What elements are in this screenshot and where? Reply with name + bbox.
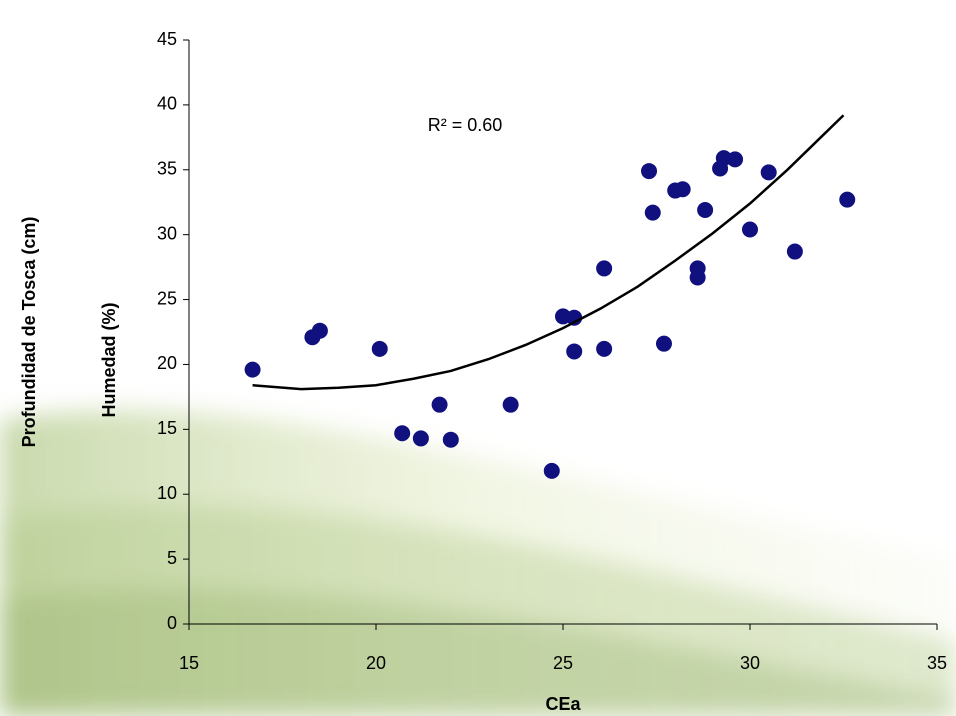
x-tick-label: 30 bbox=[740, 653, 760, 673]
point bbox=[394, 425, 411, 442]
x-tick-label: 20 bbox=[366, 653, 386, 673]
point bbox=[442, 431, 459, 448]
point bbox=[760, 164, 777, 181]
y-tick-label: 20 bbox=[157, 353, 177, 373]
point bbox=[727, 151, 744, 168]
point bbox=[596, 260, 613, 277]
point bbox=[697, 202, 714, 219]
point bbox=[371, 340, 388, 357]
x-tick-label: 25 bbox=[553, 653, 573, 673]
trend-line bbox=[252, 114, 845, 391]
y-tick-label: 30 bbox=[157, 223, 177, 243]
point bbox=[566, 343, 583, 360]
point bbox=[839, 191, 856, 208]
y-tick-label: 45 bbox=[157, 29, 177, 49]
y-tick-label: 10 bbox=[157, 483, 177, 503]
point bbox=[311, 322, 328, 339]
point bbox=[655, 335, 672, 352]
x-axis-label: CEa bbox=[545, 694, 581, 714]
point bbox=[431, 396, 448, 413]
point bbox=[674, 181, 691, 198]
point bbox=[641, 163, 658, 180]
point bbox=[689, 269, 706, 286]
y-tick-label: 40 bbox=[157, 94, 177, 114]
y-tick-label: 25 bbox=[157, 288, 177, 308]
y-tick-label: 35 bbox=[157, 159, 177, 179]
annotation: R² = 0.60 bbox=[428, 115, 503, 135]
point bbox=[412, 430, 429, 447]
y-tick-label: 5 bbox=[167, 548, 177, 568]
y-tick-label: 0 bbox=[167, 613, 177, 633]
x-tick-label: 35 bbox=[927, 653, 947, 673]
background bbox=[0, 410, 956, 716]
point bbox=[644, 204, 661, 221]
point bbox=[786, 243, 803, 260]
point bbox=[742, 221, 758, 238]
point bbox=[244, 361, 261, 378]
point bbox=[543, 462, 560, 479]
point bbox=[566, 309, 583, 326]
x-tick-label: 15 bbox=[179, 653, 199, 673]
point bbox=[502, 396, 519, 413]
y-axis-label: Profundidad de Tosca (cm) bbox=[19, 217, 39, 448]
y-tick-label: 15 bbox=[157, 418, 177, 438]
point bbox=[596, 340, 613, 357]
y-axis-label: Humedad (%) bbox=[99, 302, 119, 417]
